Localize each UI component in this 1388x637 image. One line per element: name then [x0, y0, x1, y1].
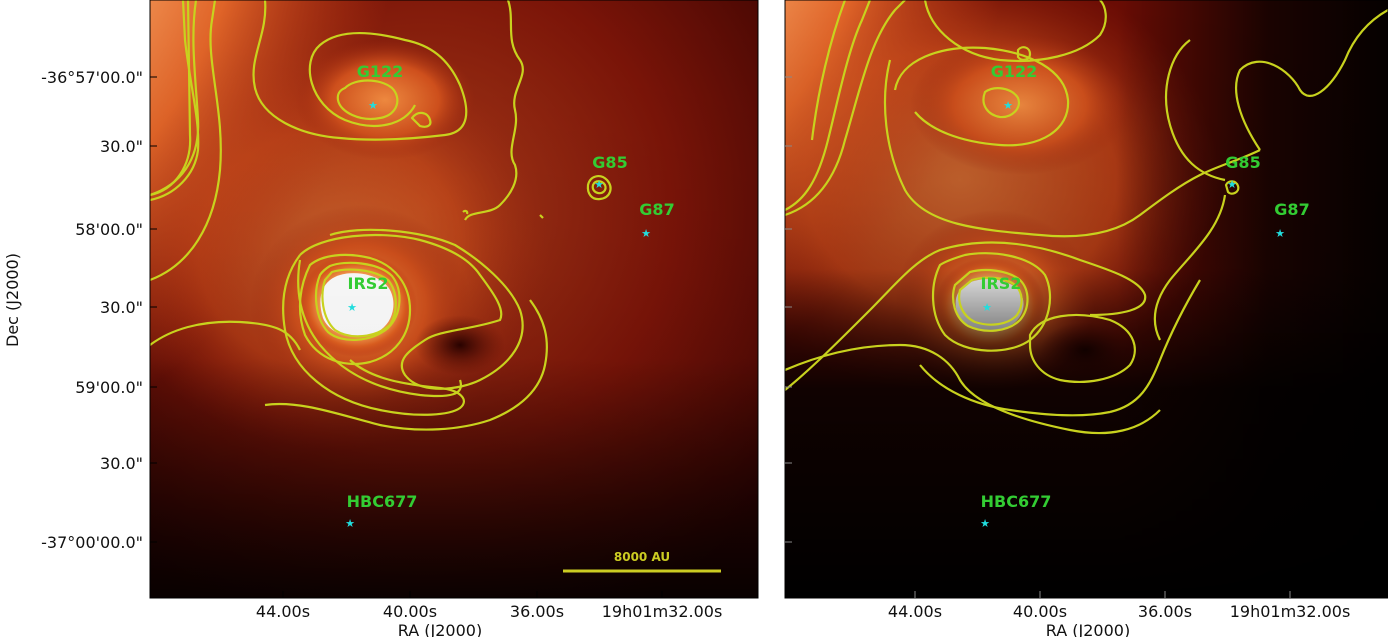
right-bottom-fade — [785, 0, 1388, 598]
right-contour-20 — [785, 343, 1161, 435]
right-contour-14 — [931, 252, 1052, 352]
ra-tick-label: 44.00s — [256, 602, 310, 621]
left-contour-14 — [321, 268, 397, 338]
dec-tick-label: 30.0" — [100, 137, 143, 156]
ra-tick-label: 40.00s — [1013, 602, 1067, 621]
right-contour-11 — [1224, 180, 1240, 195]
star-icon: ★ — [1275, 227, 1285, 240]
source-label-g85: G85 — [592, 153, 627, 172]
left-contour-19 — [462, 209, 469, 215]
source-label-hbc677: HBC677 — [981, 492, 1052, 511]
ra-tick-label: 44.00s — [888, 602, 942, 621]
dec-tick-label: 30.0" — [100, 454, 143, 473]
right-contour-18 — [919, 364, 1111, 417]
left-contour-1 — [150, 0, 222, 282]
source-label-irs2: IRS2 — [981, 274, 1022, 293]
left-axis-ticks — [150, 76, 663, 598]
left-contour-7 — [410, 111, 432, 128]
left-contour-5 — [252, 0, 468, 141]
left-contour-13 — [314, 261, 401, 341]
y-axis-title: Dec (J2000) — [3, 253, 22, 347]
dec-tick-label: 58'00.0" — [75, 220, 143, 239]
right-panel-frame — [784, 0, 1388, 599]
right-contour-10 — [1165, 39, 1226, 182]
scale-bar-label: 8000 AU — [614, 550, 670, 564]
star-icon: ★ — [594, 178, 604, 191]
x-axis-title: RA (J2000) — [398, 621, 482, 637]
star-icon: ★ — [641, 227, 651, 240]
right-contour-9 — [1235, 9, 1388, 151]
dec-tick-label: 59'00.0" — [75, 378, 143, 397]
star-icon: ★ — [1227, 178, 1237, 191]
right-contour-17 — [1028, 313, 1136, 383]
ra-tick-label: 36.00s — [510, 602, 564, 621]
right-panel — [785, 0, 1388, 598]
ra-tick-label: 40.00s — [383, 602, 437, 621]
source-label-irs2: IRS2 — [348, 274, 389, 293]
star-icon: ★ — [982, 301, 992, 314]
source-label-g87: G87 — [1274, 200, 1309, 219]
left-contour-17 — [586, 175, 612, 201]
star-icon: ★ — [1003, 99, 1013, 112]
star-icon: ★ — [368, 99, 378, 112]
right-axis-ticks — [785, 76, 1291, 598]
source-label-g122: G122 — [991, 62, 1038, 81]
source-label-g85: G85 — [1225, 153, 1260, 172]
left-contour-16 — [264, 299, 548, 431]
left-contour-8 — [464, 0, 524, 221]
right-contour-4 — [923, 0, 1107, 63]
right-source-markers: ★ ★ ★ ★ ★ — [980, 99, 1285, 530]
left-contour-11 — [282, 254, 465, 416]
left-contour-12 — [298, 253, 412, 365]
right-contour-8 — [883, 59, 1261, 238]
x-axis-title-right: RA (J2000) — [1046, 621, 1130, 637]
dec-tick-label: -36°57'00.0" — [41, 68, 143, 87]
source-label-g87: G87 — [639, 200, 674, 219]
left-source-markers: ★ ★ ★ ★ ★ — [345, 99, 651, 530]
left-bottom-fade — [150, 0, 758, 598]
ra-tick-label: 19h01m32.00s — [602, 602, 723, 621]
left-contour-10 — [299, 228, 524, 390]
right-contour-5 — [893, 46, 1070, 147]
star-icon: ★ — [347, 301, 357, 314]
left-contour-15 — [297, 259, 463, 398]
right-contour-12 — [1153, 194, 1227, 341]
left-panel — [150, 0, 758, 598]
dec-tick-label: -37°00'00.0" — [41, 533, 143, 552]
left-contour-6 — [336, 79, 399, 120]
source-label-hbc677: HBC677 — [347, 492, 418, 511]
left-contour-4 — [150, 0, 192, 197]
right-contour-3 — [810, 0, 847, 141]
ra-tick-label: 36.00s — [1138, 602, 1192, 621]
left-panel-frame — [149, 0, 759, 599]
right-contour-6 — [982, 87, 1020, 119]
source-label-g122: G122 — [357, 62, 404, 81]
right-contour-19 — [1109, 279, 1201, 414]
dec-tick-label: 30.0" — [100, 298, 143, 317]
right-contour-13 — [785, 241, 1147, 391]
right-contour-7 — [1016, 46, 1032, 61]
left-contour-18 — [591, 180, 607, 195]
ra-tick-label: 19h01m32.00s — [1230, 602, 1351, 621]
left-contour-9 — [150, 320, 301, 351]
right-contour-2 — [785, 0, 872, 211]
right-contour-15 — [951, 269, 1029, 332]
right-contour-16 — [958, 276, 1023, 326]
left-contour-20 — [539, 214, 544, 219]
star-icon: ★ — [980, 517, 990, 530]
star-icon: ★ — [345, 517, 355, 530]
right-contour-1 — [785, 0, 906, 217]
